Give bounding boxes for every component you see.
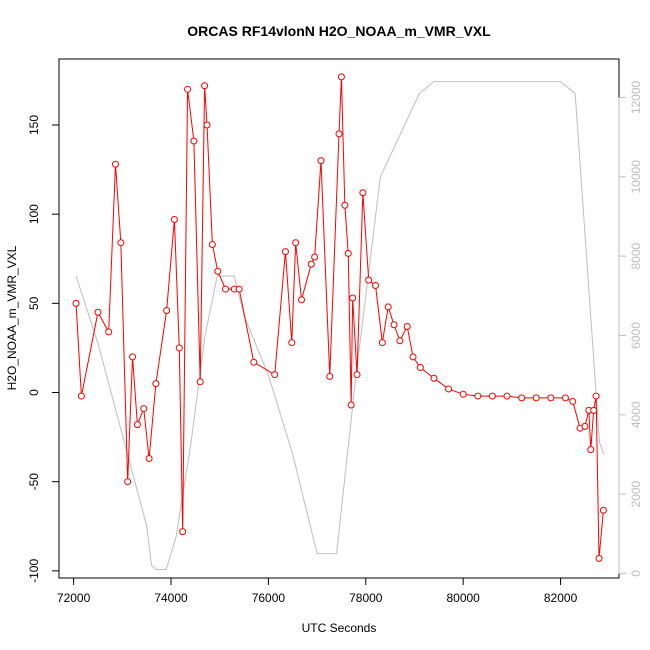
y2-tick-label: 10000 — [629, 160, 643, 194]
data-point — [503, 392, 511, 400]
data-point — [474, 392, 482, 400]
y-tick-label: 150 — [27, 115, 41, 135]
data-point — [94, 308, 102, 316]
y-axis-label: H2O_NOAA_m_VMR_VXL — [5, 245, 19, 390]
y-axis-right: 0 2000 4000 6000 8000 10000 12000 — [618, 80, 643, 577]
data-point — [365, 276, 373, 284]
data-point — [349, 294, 357, 302]
x-tick-label: 76000 — [252, 591, 286, 605]
x-tick-label: 80000 — [446, 591, 480, 605]
data-point — [581, 422, 589, 430]
data-point — [271, 371, 279, 379]
data-point — [326, 372, 334, 380]
data-point — [518, 394, 526, 402]
data-point — [184, 85, 192, 93]
data-point — [292, 239, 300, 247]
data-point — [599, 506, 607, 514]
data-point — [378, 339, 386, 347]
y-tick-label: 0 — [27, 389, 41, 396]
data-point — [281, 248, 289, 256]
data-point — [196, 378, 204, 386]
data-point — [72, 299, 80, 307]
data-point — [488, 392, 496, 400]
y-tick-label: 50 — [27, 296, 41, 310]
chart-title: ORCAS RF14vlonN H2O_NOAA_m_VMR_VXL — [187, 23, 491, 39]
data-point — [590, 406, 598, 414]
data-point — [111, 160, 119, 168]
data-point — [250, 358, 258, 366]
data-point — [124, 478, 132, 486]
data-point — [337, 73, 345, 81]
data-point — [179, 528, 187, 536]
data-point — [416, 364, 424, 372]
data-point — [459, 390, 467, 398]
data-point — [175, 344, 183, 352]
y2-tick-label: 6000 — [629, 322, 643, 349]
data-point — [117, 239, 125, 247]
data-point — [409, 353, 417, 361]
data-point — [208, 240, 216, 248]
x-axis: 72000 74000 76000 78000 80000 82000 — [57, 577, 578, 605]
x-tick-label: 82000 — [544, 591, 578, 605]
data-point — [203, 121, 211, 129]
data-point — [133, 421, 141, 429]
data-point — [307, 260, 315, 268]
data-point — [298, 296, 305, 304]
data-point — [384, 303, 392, 311]
data-point — [353, 371, 361, 379]
secondary-series — [75, 81, 605, 570]
data-point — [311, 253, 319, 261]
y-axis-left: -100 -50 0 50 100 150 — [27, 115, 60, 583]
data-point — [190, 137, 198, 145]
data-point — [403, 323, 411, 331]
data-point — [170, 216, 178, 224]
data-point — [592, 392, 600, 400]
y2-tick-label: 2000 — [629, 480, 643, 507]
data-point — [344, 249, 352, 257]
data-point — [547, 394, 555, 402]
y-tick-label: -100 — [27, 559, 41, 583]
data-point — [569, 397, 577, 405]
data-point — [214, 267, 222, 275]
data-point — [77, 392, 85, 400]
y2-tick-label: 0 — [629, 570, 643, 577]
data-point — [235, 285, 243, 293]
data-point — [359, 189, 367, 197]
primary-series — [72, 73, 607, 562]
data-point — [201, 82, 209, 90]
data-point — [372, 282, 380, 290]
y-tick-label: -50 — [27, 473, 41, 491]
data-point — [347, 401, 355, 409]
data-point — [335, 130, 343, 138]
data-point — [430, 374, 438, 382]
y-tick-label: 100 — [27, 204, 41, 224]
x-tick-label: 74000 — [154, 591, 188, 605]
data-point — [532, 394, 540, 402]
data-point — [288, 339, 296, 347]
x-axis-label: UTC Seconds — [302, 621, 377, 635]
data-point — [317, 157, 325, 165]
data-point — [561, 394, 569, 402]
x-tick-label: 72000 — [57, 591, 91, 605]
data-point — [396, 337, 404, 345]
x-tick-label: 78000 — [349, 591, 383, 605]
data-point — [152, 380, 160, 388]
data-point — [129, 353, 137, 361]
y2-tick-label: 8000 — [629, 242, 643, 269]
data-point — [105, 328, 113, 336]
data-point — [587, 446, 595, 454]
secondary-series-line — [75, 81, 605, 570]
data-point — [445, 385, 453, 393]
data-point — [341, 201, 349, 209]
y2-tick-label: 12000 — [629, 80, 643, 114]
data-point — [140, 405, 148, 413]
data-point — [163, 306, 171, 314]
data-point — [390, 321, 398, 329]
data-point — [222, 285, 230, 293]
y2-tick-label: 4000 — [629, 401, 643, 428]
data-point — [145, 455, 153, 463]
data-point — [595, 554, 603, 562]
